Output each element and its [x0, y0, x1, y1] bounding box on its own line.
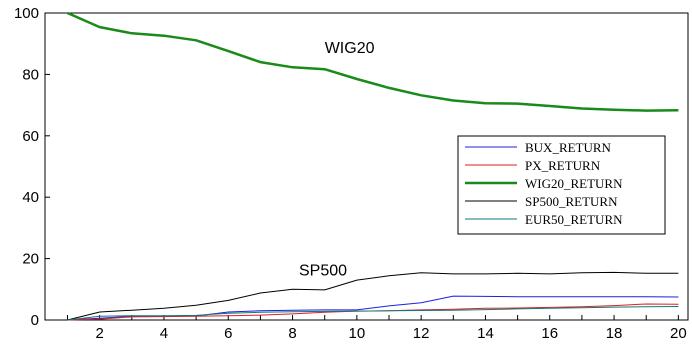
x-tick-label: 12: [413, 325, 430, 342]
y-axis: 0 20 40 60 80 100: [14, 5, 50, 329]
y-tick-label: 80: [22, 66, 39, 83]
series-lines: [66, 11, 679, 321]
annotations: WIG20 SP500: [299, 40, 375, 280]
legend: BUX_RETURN PX_RETURN WIG20_RETURN SP500_RET…: [457, 135, 666, 235]
y-tick-label: 60: [22, 128, 39, 145]
series-line-sp500-return: [67, 271, 679, 321]
x-tick-label: 20: [670, 325, 687, 342]
x-tick-label: 2: [95, 325, 103, 342]
x-axis: 2 4 6 8 10 12 14 16 18 20: [67, 315, 687, 342]
x-tick-label: 8: [288, 325, 296, 342]
legend-label: WIG20_RETURN: [525, 176, 623, 191]
legend-box: [457, 135, 666, 235]
legend-label: PX_RETURN: [525, 158, 601, 173]
annotation-label: SP500: [299, 262, 347, 279]
y-tick-label: 20: [22, 251, 39, 268]
x-tick-label: 4: [160, 325, 168, 342]
legend-label: SP500_RETURN: [525, 194, 618, 209]
x-tick-label: 18: [606, 325, 623, 342]
annotation-label: WIG20: [325, 40, 375, 57]
y-tick-label: 0: [31, 312, 39, 329]
series-line-wig20-return: [66, 11, 679, 112]
plot-frame: [44, 12, 689, 321]
x-tick-label: 10: [349, 325, 366, 342]
x-tick-label: 14: [477, 325, 494, 342]
series-line-eur50-return: [67, 306, 679, 321]
y-tick-label: 40: [22, 189, 39, 206]
x-tick-label: 6: [224, 325, 232, 342]
legend-label: BUX_RETURN: [525, 140, 612, 155]
y-tick-label: 100: [14, 5, 39, 22]
series-line-px-return: [67, 303, 679, 321]
x-tick-label: 16: [541, 325, 558, 342]
legend-label: EUR50_RETURN: [525, 212, 623, 227]
